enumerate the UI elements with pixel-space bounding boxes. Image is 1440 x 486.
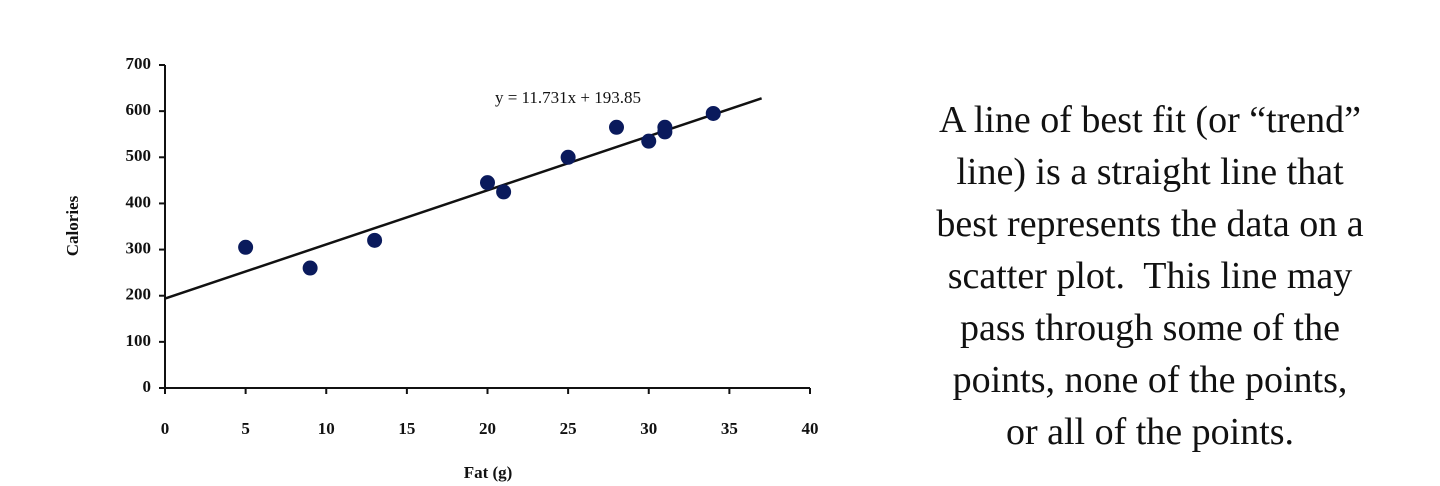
x-tick-label: 5 xyxy=(241,419,250,438)
y-tick-label: 0 xyxy=(143,377,152,396)
point xyxy=(496,184,512,200)
caption-line: line) is a straight line that xyxy=(956,151,1344,193)
x-tick-label: 35 xyxy=(721,419,738,438)
caption-line: scatter plot. This line may xyxy=(947,255,1353,297)
y-tick-label: 100 xyxy=(126,331,152,350)
caption-line: A line of best fit (or “trend” xyxy=(938,99,1362,141)
y-axis-title: Calories xyxy=(63,195,82,256)
x-tick-label: 25 xyxy=(560,419,577,438)
x-tick-label: 20 xyxy=(479,419,496,438)
point xyxy=(560,149,576,165)
caption-line: points, none of the points, xyxy=(952,359,1348,401)
chart: Fat (g) Calories 0 100 200 300 400 500 600 700 0… xyxy=(63,54,819,482)
trendline-equation: y = 11.731x + 193.85 xyxy=(495,88,641,107)
x-axis-title: Fat (g) xyxy=(464,463,513,482)
x-tick-label: 0 xyxy=(161,419,170,438)
point xyxy=(302,260,318,276)
caption-line: pass through some of the xyxy=(960,307,1340,349)
x-tick-label: 15 xyxy=(398,419,415,438)
x-tick-label: 10 xyxy=(318,419,335,438)
y-tick-label: 500 xyxy=(126,146,152,165)
caption: A line of best fit (or “trend” line) is a… xyxy=(880,94,1420,458)
x-tick-label: 40 xyxy=(802,419,819,438)
point xyxy=(480,175,495,191)
y-tick-label: 400 xyxy=(126,192,152,211)
y-tick-label: 700 xyxy=(126,54,152,73)
caption-line: best represents the data on a xyxy=(936,203,1364,245)
point xyxy=(657,124,673,140)
caption-line: or all of the points. xyxy=(1005,411,1295,453)
point xyxy=(367,232,383,248)
y-tick-label: 600 xyxy=(126,100,152,119)
point xyxy=(609,119,624,135)
point xyxy=(238,239,254,255)
x-tick-label: 30 xyxy=(640,419,657,438)
y-tick-label: 200 xyxy=(126,285,152,304)
point xyxy=(705,105,721,121)
y-tick-label: 300 xyxy=(126,238,152,257)
point xyxy=(641,133,657,149)
